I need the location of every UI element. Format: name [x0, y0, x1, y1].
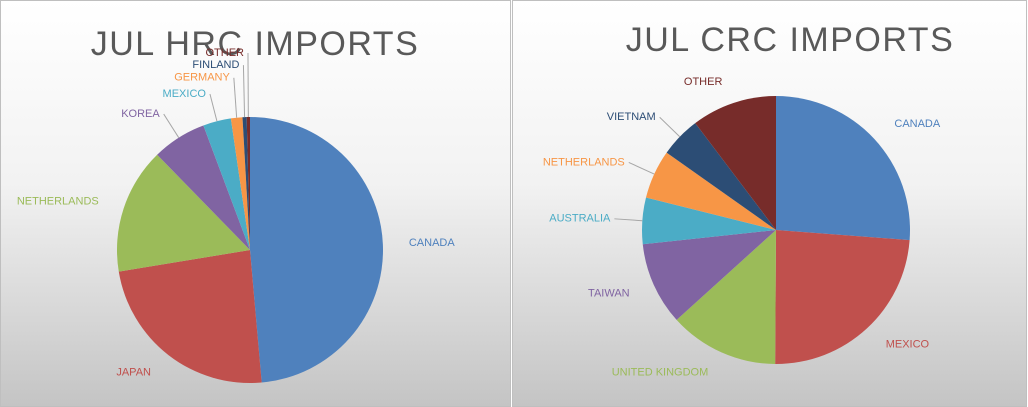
pie-slice — [118, 250, 262, 383]
slice-label: AUSTRALIA — [549, 213, 611, 225]
pie-slice — [242, 117, 250, 251]
leader-line — [233, 77, 238, 118]
pie-slice — [230, 117, 250, 251]
pie-slice — [116, 154, 250, 272]
pie-slice — [666, 123, 776, 230]
pie-slice — [676, 230, 776, 364]
slice-label: CANADA — [409, 237, 456, 249]
slice-label: MEXICO — [163, 88, 207, 100]
pie-slice — [203, 118, 250, 250]
leader-line — [242, 65, 246, 118]
leader-line — [163, 113, 180, 138]
slice-label: NETHERLANDS — [543, 156, 625, 168]
pie-slice — [775, 230, 910, 364]
pie-slice — [157, 125, 250, 250]
leader-line — [628, 161, 655, 175]
pie-slice — [646, 152, 776, 230]
slice-label: MEXICO — [886, 339, 930, 351]
leader-line — [659, 116, 681, 138]
pie-slice — [642, 197, 776, 245]
slice-label: TAIWAN — [588, 288, 630, 300]
pie-slice — [250, 116, 384, 383]
slice-label: GERMANY — [174, 72, 230, 84]
slice-label: KOREA — [121, 108, 160, 120]
slice-label: UNITED KINGDOM — [612, 366, 709, 378]
pie-slice — [776, 96, 910, 241]
slice-label: JAPAN — [116, 366, 151, 378]
chart-title: JUL CRC IMPORTS — [626, 21, 955, 59]
leader-line — [209, 93, 218, 122]
slice-label: CANADA — [894, 118, 941, 130]
chart-title: JUL HRC IMPORTS — [91, 25, 420, 63]
slice-label: VIETNAM — [607, 111, 656, 123]
pie-slice — [695, 96, 776, 230]
slice-label: OTHER — [684, 76, 723, 88]
slice-label: OTHER — [205, 47, 244, 59]
slice-label: NETHERLANDS — [17, 196, 99, 208]
pie-slice — [246, 117, 250, 250]
pie-slice — [642, 230, 776, 320]
slice-label: FINLAND — [192, 59, 239, 71]
leader-line — [614, 218, 643, 222]
